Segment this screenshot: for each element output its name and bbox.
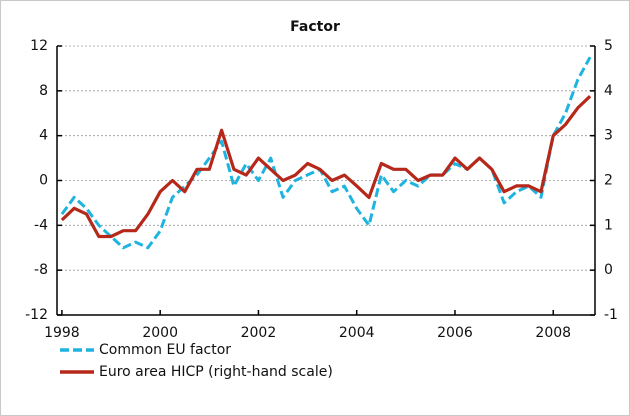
series-line	[60, 95, 592, 239]
legend-label: Euro area HICP (right-hand scale)	[99, 364, 333, 380]
x-tick-label: 2002	[241, 325, 277, 341]
y-tick-label: 4	[39, 128, 48, 144]
y2-tick-label: 5	[604, 38, 613, 54]
x-tick-label: 2004	[339, 325, 375, 341]
y2-tick-label: 1	[604, 217, 613, 233]
y2-tick-label: 2	[604, 173, 613, 189]
x-tick-label: 2006	[437, 325, 473, 341]
series-line	[60, 56, 592, 250]
y2-tick-label: -1	[604, 307, 618, 323]
y2-tick-label: 4	[604, 83, 613, 99]
y-tick-label: -4	[34, 217, 48, 233]
y-tick-label: 12	[30, 38, 48, 54]
y2-tick-label: 3	[604, 128, 613, 144]
y-tick-label: 0	[39, 173, 48, 189]
x-tick-label: 1998	[44, 325, 80, 341]
x-tick-label: 2000	[142, 325, 178, 341]
y2-tick-label: 0	[604, 262, 613, 278]
y-tick-label: -8	[34, 262, 48, 278]
y-tick-label: -12	[25, 307, 48, 323]
y-tick-label: 8	[39, 83, 48, 99]
legend-label: Common EU factor	[99, 342, 231, 358]
chart-title: Factor	[290, 19, 340, 35]
x-tick-label: 2008	[535, 325, 571, 341]
